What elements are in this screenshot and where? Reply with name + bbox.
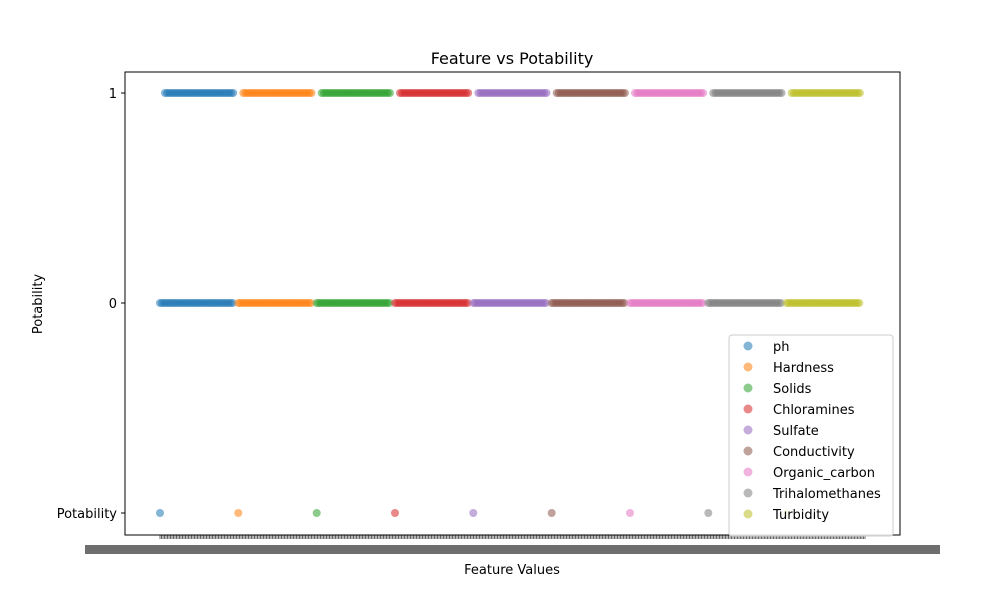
data-point	[620, 299, 629, 307]
series-ph	[156, 89, 238, 517]
data-point	[385, 299, 394, 307]
legend-marker	[743, 467, 753, 477]
data-point	[228, 299, 237, 307]
legend-marker	[743, 383, 753, 393]
data-point	[855, 299, 864, 307]
data-point	[704, 509, 713, 517]
y-axis-ticks: Potability 0 1	[57, 87, 125, 522]
legend-marker	[743, 341, 753, 351]
legend-marker	[743, 446, 753, 456]
legend-label: ph	[773, 340, 790, 355]
plot-frame	[124, 71, 901, 536]
legend-label: Trihalomethanes	[772, 487, 881, 502]
series-organic-carbon	[626, 89, 708, 517]
data-point	[626, 509, 634, 517]
data-point	[541, 299, 550, 307]
data-point	[776, 299, 785, 307]
y-tick-label: 0	[109, 297, 117, 312]
data-point	[306, 299, 315, 307]
series-turbidity	[782, 89, 864, 517]
legend-label: Conductivity	[773, 445, 855, 460]
data-point	[777, 89, 786, 97]
data-point	[699, 89, 708, 97]
data-point	[229, 89, 238, 97]
legend-label: Turbidity	[772, 508, 829, 523]
data-point	[307, 89, 316, 97]
legend-marker	[743, 509, 753, 519]
legend-label: Sulfate	[773, 424, 819, 439]
data-point	[547, 509, 556, 517]
series-chloramines	[391, 89, 473, 517]
data-point	[234, 509, 243, 517]
y-axis-label: Potability	[31, 274, 46, 335]
data-point	[469, 509, 478, 517]
legend: ph Hardness Solids Chloramines Sulfate Conduc…	[728, 334, 894, 537]
legend-label: Solids	[773, 382, 812, 397]
data-point	[542, 89, 551, 97]
legend-marker	[743, 488, 753, 498]
y-tick-label: 1	[109, 87, 117, 102]
data-point	[464, 89, 473, 97]
series-trihalomethanes	[704, 89, 786, 517]
y-tick-label: Potability	[57, 507, 118, 522]
series-solids	[312, 89, 394, 517]
legend-label: Hardness	[773, 361, 834, 376]
x-axis-ticks	[85, 535, 940, 554]
legend-box	[728, 334, 894, 537]
chart-title: Feature vs Potability	[431, 49, 594, 68]
data-point	[698, 299, 707, 307]
data-point	[855, 89, 864, 97]
data-point	[391, 509, 399, 517]
legend-label: Chloramines	[773, 403, 855, 418]
data-point	[312, 509, 321, 517]
x-tick-labels-overlap	[85, 545, 940, 554]
series-sulfate	[469, 89, 551, 517]
legend-label: Organic_carbon	[773, 466, 875, 481]
data-point	[620, 89, 629, 97]
data-point	[463, 299, 472, 307]
legend-marker	[743, 362, 753, 372]
series-hardness	[234, 89, 316, 517]
legend-marker	[743, 404, 753, 414]
data-point	[156, 509, 164, 517]
x-axis-label: Feature Values	[464, 563, 560, 578]
data-point	[385, 89, 394, 97]
legend-marker	[743, 425, 753, 435]
series-conductivity	[547, 89, 629, 517]
scatter-marks	[156, 89, 864, 517]
